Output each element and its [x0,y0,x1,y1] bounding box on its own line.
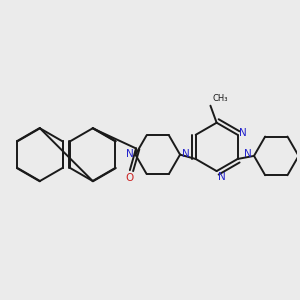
Text: N: N [126,149,134,159]
Text: O: O [126,172,134,183]
Text: N: N [244,149,252,159]
Text: CH₃: CH₃ [213,94,228,103]
Text: N: N [218,172,226,182]
Text: N: N [182,149,189,159]
Text: N: N [239,128,247,138]
